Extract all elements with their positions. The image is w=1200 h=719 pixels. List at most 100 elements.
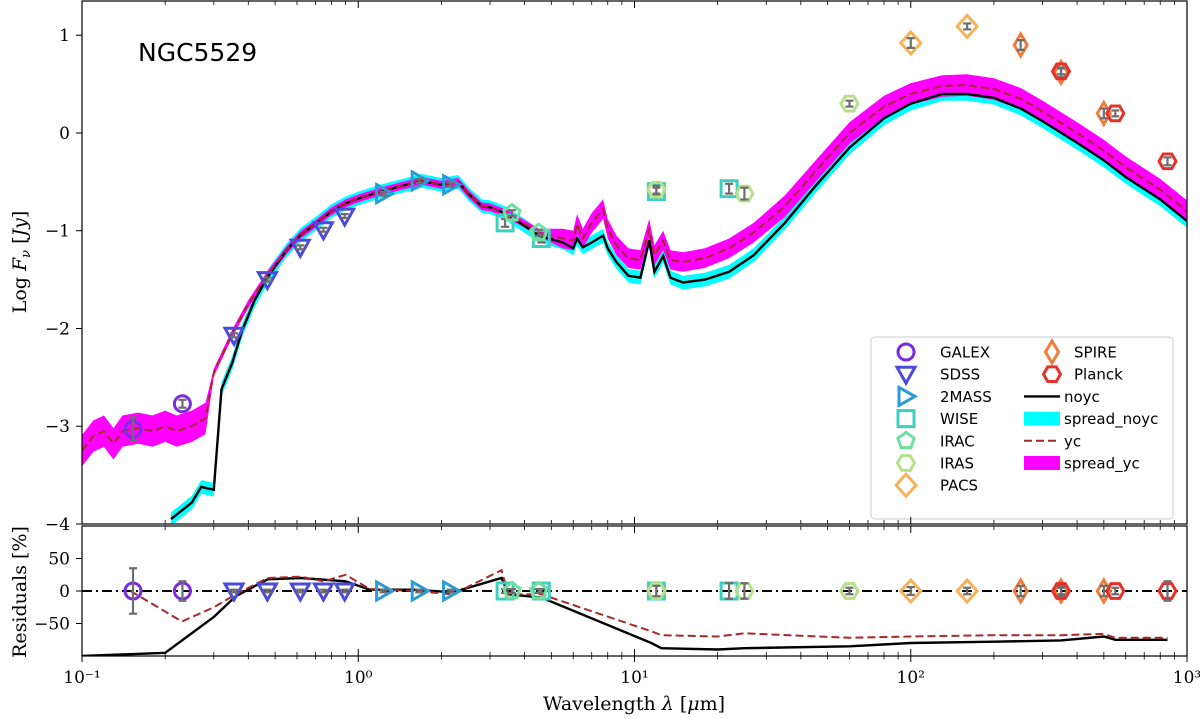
legend-marker (894, 365, 918, 387)
y-tick-label-bottom: 50 (48, 550, 70, 570)
residual-errorbar (446, 588, 455, 594)
legend-marker (893, 471, 919, 499)
residual-errorbar (1099, 584, 1108, 598)
obs-point-planck (1157, 152, 1178, 171)
legend-item-yc: yc (1024, 432, 1081, 450)
obs-point-sdss (333, 207, 357, 229)
obs-point-sdss (255, 271, 279, 292)
legend-item-2mass: 2MASS (897, 384, 992, 408)
obs-point-galex (172, 394, 192, 414)
residual-point-2mass (375, 579, 396, 603)
legend-label: SDSS (940, 366, 980, 384)
residual-point-spire (1052, 577, 1070, 605)
residual-point-sdss (333, 582, 357, 604)
residual-errorbar (263, 588, 272, 594)
obs-errorbar (1057, 67, 1066, 76)
legend-marker (896, 342, 916, 362)
residual-point-pacs (898, 577, 923, 605)
residual-point-planck (1157, 582, 1178, 600)
obs-point-irac (502, 202, 522, 222)
legend-item-spread-yc: spread_yc (1024, 455, 1140, 474)
legend: GALEX SDSS 2MASS WISE IRAC IRAS PACS SPIRE Planc… (870, 336, 1174, 520)
residual-errorbar (1016, 584, 1025, 598)
spread-yc-band (82, 74, 1187, 467)
residual-errorbar (845, 586, 854, 596)
residual-panel: 50 0 −50 Residuals [%] (9, 525, 1188, 658)
obs-errorbar (906, 37, 915, 50)
obs-errorbar (507, 209, 516, 218)
residual-errorbar (507, 587, 516, 595)
legend-label: 2MASS (940, 388, 992, 406)
legend-label: spread_yc (1064, 455, 1140, 474)
x-tick-label: 10⁻¹ (63, 668, 100, 688)
residual-errorbar (1057, 586, 1066, 596)
obs-errorbar (263, 276, 272, 283)
legend-label: PACS (940, 477, 978, 495)
residual-point-iras (646, 582, 667, 600)
residual-point-wise (495, 581, 515, 601)
y-tick-label-top: 1 (59, 26, 70, 46)
obs-errorbar (446, 181, 455, 188)
obs-point-iras (839, 94, 860, 113)
obs-errorbar (1016, 39, 1025, 51)
residual-errorbar (319, 588, 328, 594)
y-tick-label-top: −4 (45, 515, 70, 535)
residual-errorbar (1111, 586, 1120, 596)
legend-patch-swatch (1024, 456, 1060, 470)
obs-point-2mass (442, 173, 463, 197)
legend-label: Planck (1074, 366, 1123, 384)
obs-errorbar (1111, 109, 1120, 118)
legend-marker (896, 430, 916, 450)
obs-point-iras (734, 184, 755, 203)
legend-marker (895, 454, 917, 472)
residual-yc-line (130, 568, 1168, 639)
residual-point-planck (1050, 582, 1072, 600)
legend-item-wise: WISE (896, 409, 978, 429)
residual-errorbar (178, 580, 187, 602)
obs-errorbar (379, 190, 388, 197)
residual-errorbar (740, 582, 749, 600)
residual-errorbar (963, 586, 972, 596)
obs-errorbar (740, 186, 749, 201)
obs-errorbar (296, 244, 305, 251)
sed-panel: 1 0 −1 −2 −3 −4 NGC5529 Log Fν [Jy] (9, 0, 1188, 535)
residual-errorbar (296, 588, 305, 594)
obs-errorbar (230, 332, 239, 339)
residual-errorbar (379, 588, 388, 594)
y-axis-label-top: Log Fν [Jy] (9, 211, 34, 314)
y-tick-label-top: 0 (59, 124, 70, 144)
residual-errorbar (906, 585, 915, 597)
obs-point-pacs (955, 13, 980, 40)
residual-errorbar (340, 588, 349, 594)
legend-item-noyc: noyc (1024, 388, 1100, 406)
obs-point-pacs (898, 29, 923, 57)
residual-errorbar (230, 588, 239, 594)
obs-errorbar (129, 416, 138, 443)
legend-item-spire: SPIRE (1043, 338, 1117, 366)
y-tick-label-top: −1 (45, 222, 70, 242)
obs-errorbar (415, 177, 424, 184)
residual-noyc-line (82, 576, 1168, 656)
obs-errorbar (534, 228, 543, 237)
obs-point-planck (1105, 104, 1126, 123)
legend-marker (897, 384, 919, 408)
obs-errorbar (652, 184, 661, 195)
y-tick-label-top: −3 (45, 417, 70, 437)
x-tick-label: 10³ (1173, 668, 1200, 688)
obs-point-2mass (375, 182, 396, 206)
obs-point-sdss (222, 326, 246, 348)
residual-point-sdss (255, 582, 279, 604)
residual-point-planck (1105, 582, 1126, 600)
legend-marker (1041, 365, 1063, 384)
x-axis: 10⁻¹ 10⁰ 10¹ 10² 10³ (63, 1, 1200, 688)
obs-point-iras (646, 180, 667, 199)
legend-label: WISE (940, 410, 978, 428)
legend-label: GALEX (940, 344, 990, 362)
residual-errorbar (1163, 580, 1172, 602)
residual-point-2mass (442, 579, 463, 603)
residual-errorbar (652, 584, 661, 598)
legend-label: SPIRE (1074, 344, 1117, 362)
legend-label: IRAS (940, 455, 974, 473)
legend-marker (1043, 338, 1061, 366)
